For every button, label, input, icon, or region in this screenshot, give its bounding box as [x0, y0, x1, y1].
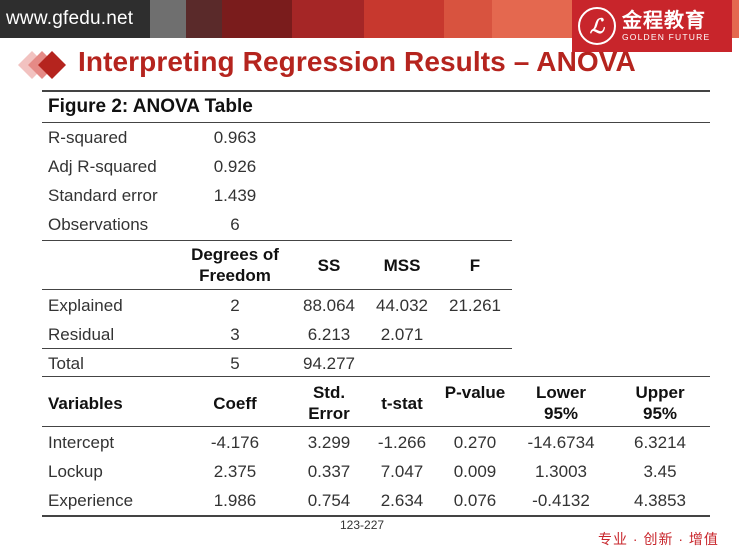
- coef-cell: 0.270: [453, 433, 497, 452]
- anova-header-ss: SS: [317, 256, 341, 275]
- summary-value: 0.963: [213, 128, 257, 147]
- banner-stripe: [222, 0, 292, 38]
- banner-stripe: [150, 0, 186, 38]
- summary-value: 0.926: [213, 157, 257, 176]
- coef-cell: 0.009: [453, 462, 497, 481]
- coef-header-pvalue: P-value: [444, 383, 506, 402]
- coef-cell: 3.45: [643, 462, 677, 481]
- anova-top-rule: [42, 240, 512, 241]
- diamond-bullets-icon: [18, 51, 66, 79]
- slide-title: Interpreting Regression Results – ANOVA: [78, 46, 636, 77]
- summary-label: Standard error: [48, 186, 158, 205]
- anova-cell: 5: [230, 354, 240, 373]
- coef-header-rule: [42, 426, 710, 427]
- page-number: 123-227: [340, 518, 385, 532]
- coef-cell: 6.3214: [634, 433, 686, 452]
- site-url[interactable]: www.gfedu.net: [0, 0, 150, 38]
- coef-cell: 7.047: [380, 462, 424, 481]
- banner-stripe: [186, 0, 222, 38]
- coef-cell: -4.176: [210, 433, 260, 452]
- anova-row-label: Total: [48, 354, 84, 373]
- summary-label: R-squared: [48, 128, 128, 147]
- coef-cell: 0.754: [307, 491, 351, 510]
- logo-chinese-name: 金程教育: [622, 9, 706, 32]
- anova-cell: 3: [230, 325, 240, 344]
- coef-header-coeff: Coeff: [213, 394, 257, 413]
- coef-row-variable: Intercept: [48, 433, 115, 452]
- coef-cell: 0.337: [307, 462, 351, 481]
- coef-header-tstat: t-stat: [381, 394, 423, 413]
- anova-cell: 6.213: [307, 325, 351, 344]
- anova-header-f: F: [469, 256, 481, 275]
- anova-cell: 44.032: [376, 296, 428, 315]
- coef-cell: 1.986: [213, 491, 257, 510]
- coef-row-variable: Experience: [48, 491, 134, 510]
- brand-logo: ℒ 金程教育 GOLDEN FUTURE: [572, 0, 732, 52]
- banner-stripe: [444, 0, 492, 38]
- coef-cell: 2.634: [380, 491, 424, 510]
- summary-label: Adj R-squared: [48, 157, 157, 176]
- coef-header-lower: Lower 95%: [535, 383, 587, 423]
- anova-header-rule: [42, 289, 512, 290]
- coef-cell: -14.6734: [527, 433, 595, 452]
- anova-header-mss: MSS: [383, 256, 421, 275]
- anova-cell: 2.071: [380, 325, 424, 344]
- coef-cell: 1.3003: [535, 462, 587, 481]
- coef-cell: 3.299: [307, 433, 351, 452]
- coef-header-upper: Upper 95%: [635, 383, 685, 423]
- table-bottom-rule: [42, 515, 710, 517]
- banner-stripe: [292, 0, 364, 38]
- anova-cell: 88.064: [303, 296, 355, 315]
- coef-top-rule: [42, 376, 710, 377]
- coef-cell: 2.375: [213, 462, 257, 481]
- banner-stripe: [364, 0, 444, 38]
- coef-cell: 4.3853: [634, 491, 686, 510]
- logo-english-name: GOLDEN FUTURE: [622, 31, 711, 42]
- coef-cell: -0.4132: [532, 491, 590, 510]
- anova-header-df: Degrees of Freedom: [191, 245, 279, 285]
- coef-cell: 0.076: [453, 491, 497, 510]
- coef-header-variables: Variables: [48, 394, 123, 413]
- anova-cell: 21.261: [449, 296, 501, 315]
- logo-seal-icon: ℒ: [578, 7, 616, 45]
- anova-row-label: Explained: [48, 296, 123, 315]
- anova-total-rule: [42, 348, 512, 349]
- figure-title-rule: [42, 122, 710, 123]
- anova-row-label: Residual: [48, 325, 115, 344]
- anova-cell: 2: [230, 296, 240, 315]
- footer-tagline: 专业 · 创新 · 增值: [598, 531, 719, 547]
- summary-value: 1.439: [213, 186, 257, 205]
- anova-cell: 94.277: [303, 354, 355, 373]
- coef-header-stderr: Std. Error: [308, 383, 350, 423]
- table-top-rule: [42, 90, 710, 92]
- figure-title: Figure 2: ANOVA Table: [48, 96, 253, 117]
- coef-cell: -1.266: [377, 433, 427, 452]
- summary-value: 6: [230, 215, 240, 234]
- footer-tagline-box: 专业 · 创新 · 增值: [594, 526, 739, 553]
- coef-row-variable: Lockup: [48, 462, 103, 481]
- summary-label: Observations: [48, 215, 149, 234]
